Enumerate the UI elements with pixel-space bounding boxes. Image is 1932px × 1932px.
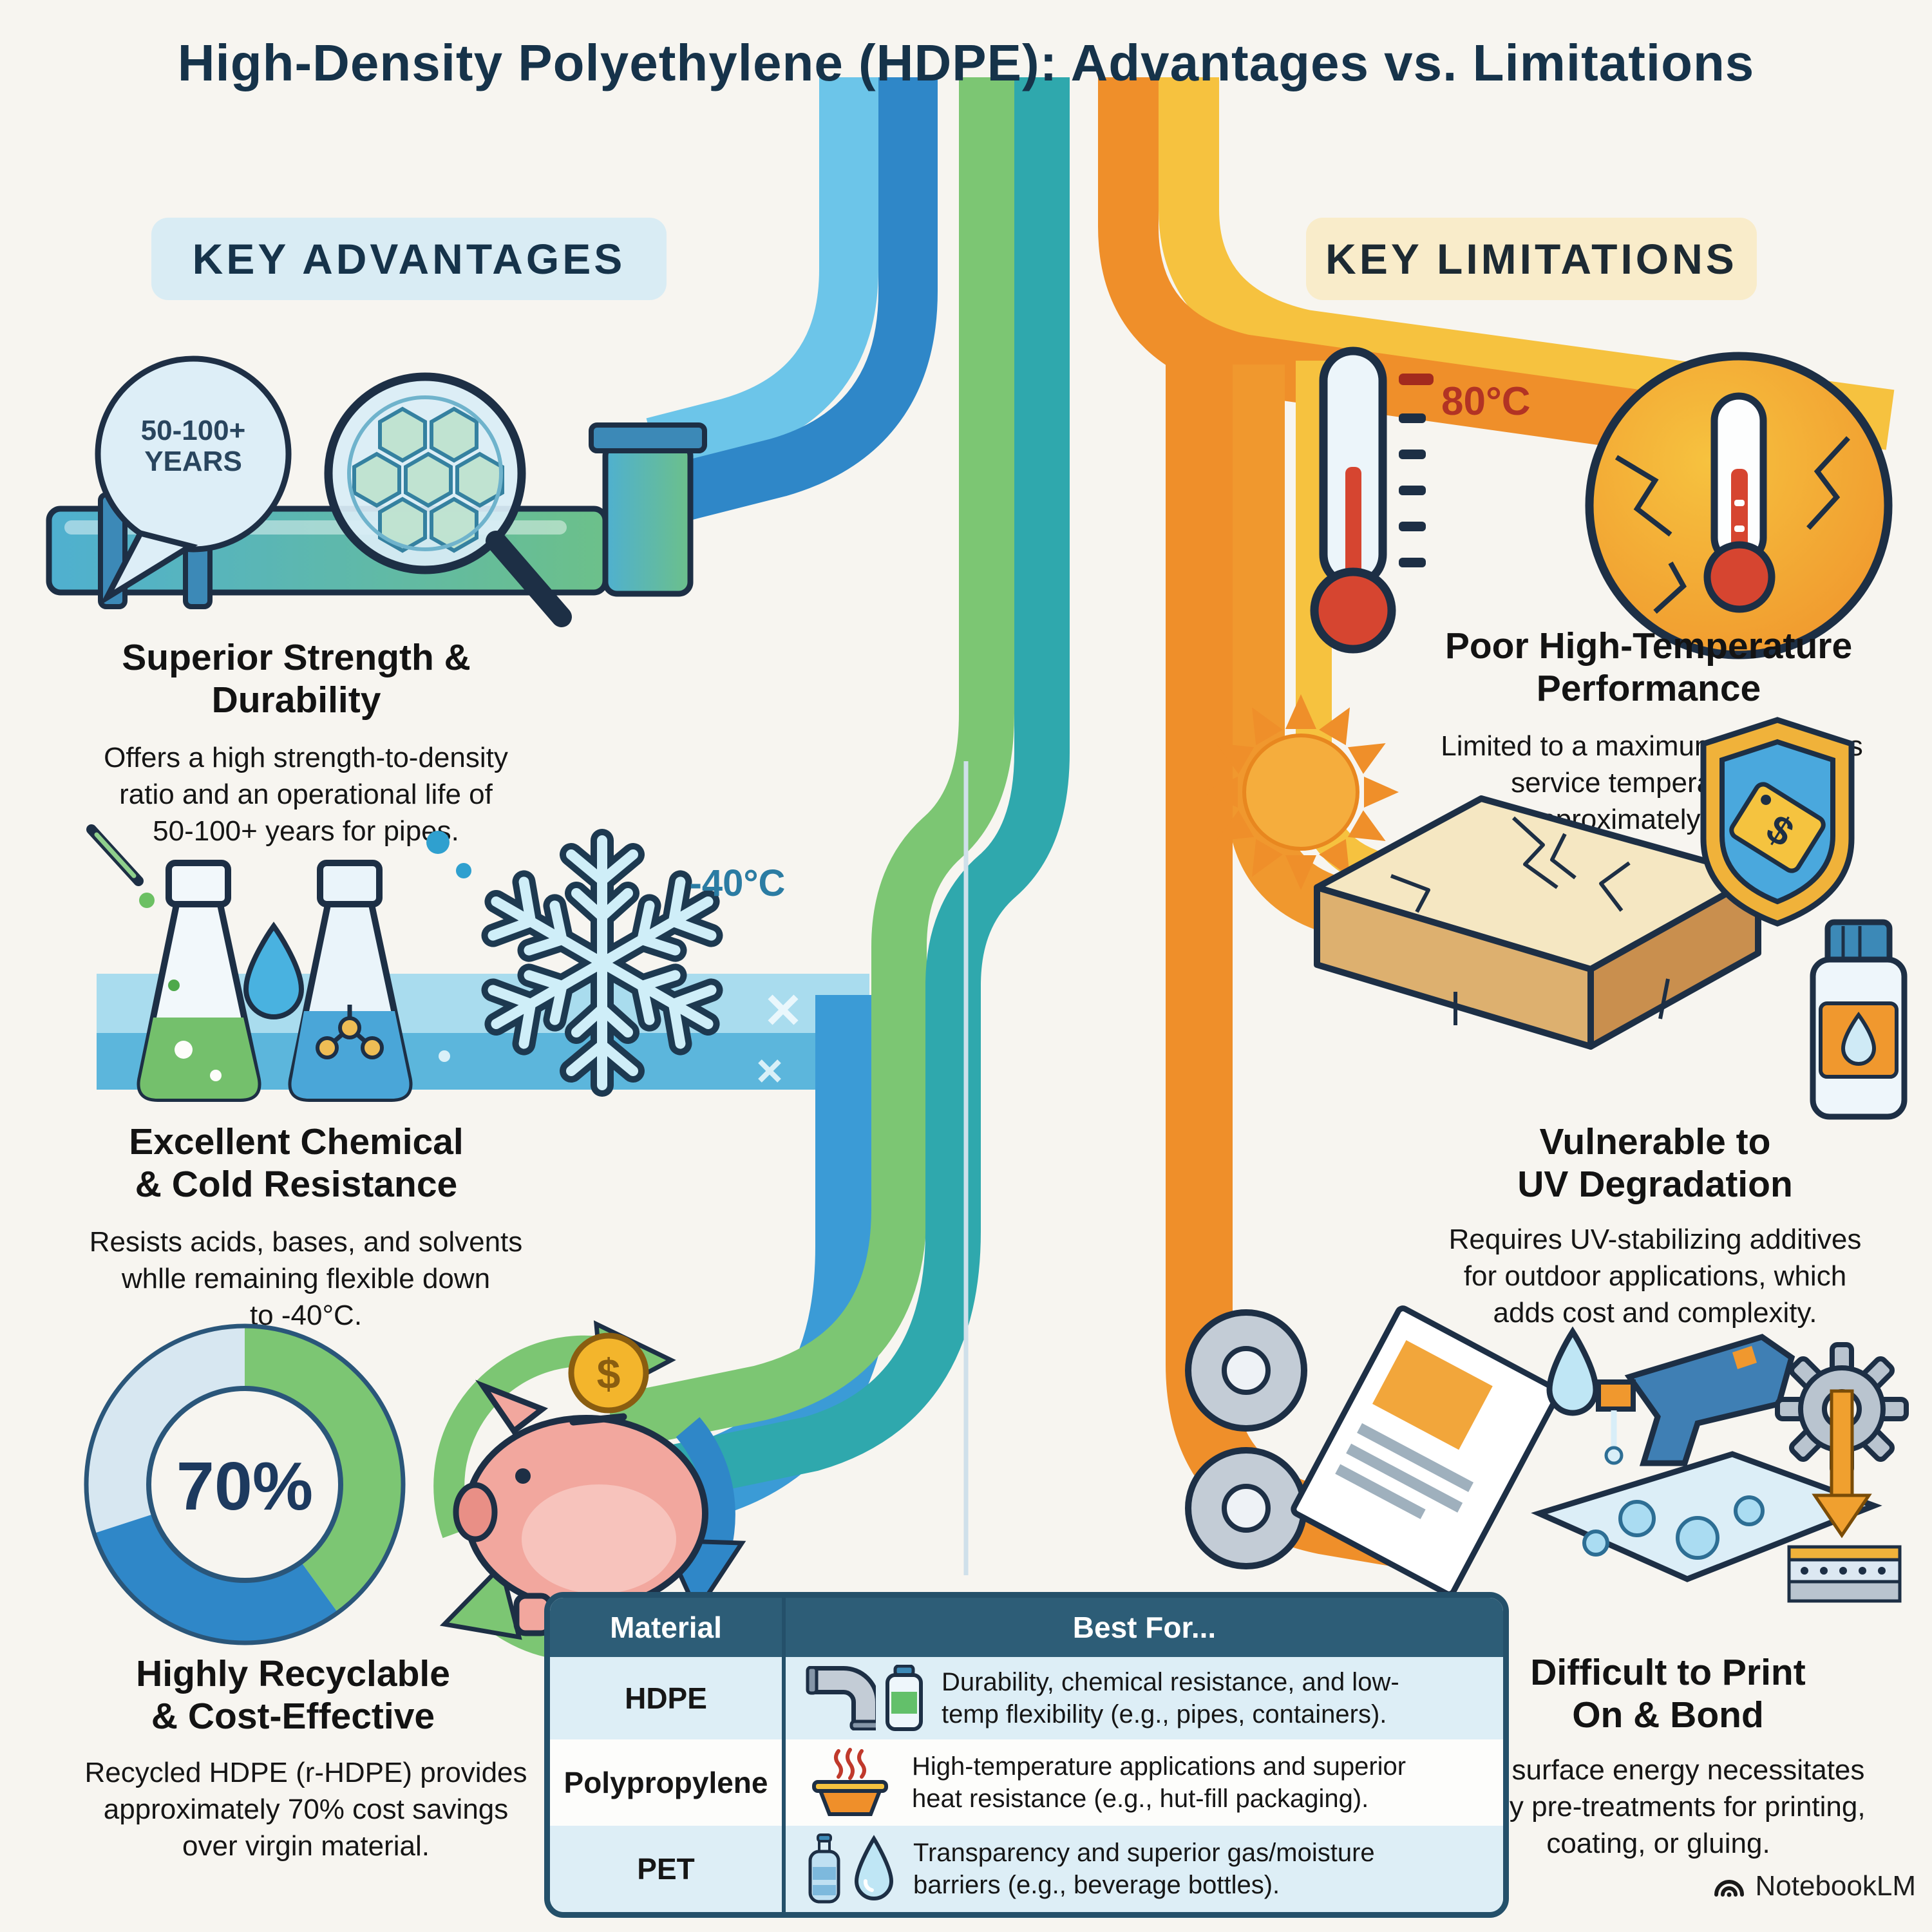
svg-text:$: $: [597, 1350, 621, 1397]
table-header-material: Material: [610, 1611, 722, 1644]
table-header-bestfor: Best For...: [782, 1598, 1503, 1657]
print-bond-illustration: [1185, 1305, 1919, 1603]
advantage-1-desc: Offers a high strength-to-density ratio …: [104, 742, 508, 848]
shield-cost-icon: $: [1700, 717, 1855, 927]
donut-chart: [84, 1323, 406, 1645]
pipette-icon: [86, 824, 155, 908]
droplet-icon: [243, 922, 305, 1019]
flask-green-icon: [137, 860, 261, 1102]
bonding-layers-icon: [1787, 1545, 1902, 1603]
chemical-flasks-illustration: [86, 824, 471, 1102]
table-header-row: Material Best For...: [550, 1598, 1503, 1657]
pipe-elbow-icon: [806, 1666, 876, 1730]
comparison-table: Material Best For... HDPE: [544, 1592, 1509, 1918]
container-icon: [886, 1665, 923, 1731]
limitation-3-desc: Low surface energy necessitates costiy p…: [1451, 1754, 1866, 1860]
gear-press-icon: [1777, 1342, 1906, 1603]
savings-percent-callout: 70%: [176, 1448, 314, 1524]
water-bottle-icon: [808, 1833, 840, 1904]
droplet-icon: [1546, 1326, 1599, 1416]
print-rollers-icon: [1185, 1305, 1561, 1597]
cracked-slab-icon: [1314, 795, 1761, 1050]
advantages-header-pill: KEY ADVANTAGES: [151, 218, 667, 300]
material-cell: Polypropylene: [564, 1766, 768, 1799]
page-title: High-Density Polyethylene (HDPE): Advant…: [177, 34, 1755, 91]
advantage-3-title: Highly Recyclable & Cost-Effective: [136, 1653, 450, 1738]
hot-food-container-icon: [812, 1748, 888, 1816]
notebooklm-logo-icon: [1714, 1880, 1744, 1897]
years-callout: 50-100+ YEARS: [140, 415, 246, 477]
table-row-polypropylene: Polypropylene High-temperature applicati…: [550, 1739, 1503, 1826]
pipe-durability-illustration: [46, 355, 707, 627]
cracked-heat-icon: [1585, 352, 1893, 659]
material-cell: HDPE: [625, 1681, 707, 1715]
additive-bottle-icon: [1810, 919, 1908, 1120]
limitation-2-title: Vulnerable to UV Degradation: [1517, 1121, 1793, 1206]
droplet-icon: [854, 1835, 894, 1900]
bestfor-cell: High-temperature applications and superi…: [782, 1739, 1503, 1826]
max-temp-callout: 80°C: [1441, 379, 1531, 424]
heat-limit-illustration: [1310, 346, 1893, 659]
advantage-2-title: Excellent Chemical & Cold Resistance: [129, 1121, 464, 1206]
piggy-bank-icon: $: [453, 1332, 708, 1636]
bestfor-cell: Durability, chemical resistance, and low…: [782, 1657, 1503, 1739]
advantage-3-desc: Recycled HDPE (r-HDPE) provides approxim…: [84, 1757, 527, 1862]
bestfor-cell: Transparency and superior gas/moisture b…: [782, 1826, 1503, 1912]
brand-label: NotebookLM: [1755, 1870, 1916, 1902]
table-row-pet: PET Transparency and superior ga: [550, 1826, 1503, 1912]
limitation-2-desc: Requires UV-stabilizing additives for ou…: [1448, 1224, 1862, 1329]
advantage-1-title: Superior Strength & Durability: [122, 637, 471, 721]
glue-gun-icon: [1596, 1334, 1795, 1466]
flask-blue-icon: [288, 860, 413, 1102]
limitation-3-title: Difficult to Print On & Bond: [1530, 1652, 1806, 1736]
water-beads-surface-icon: [1531, 1451, 1882, 1582]
snowflake-icon: [451, 811, 753, 1114]
magnifier-icon: [324, 372, 572, 627]
advantage-2-desc: Resists acids, bases, and solvents whlle…: [89, 1226, 523, 1332]
cold-temp-callout: -40°C: [689, 862, 786, 904]
thermometer-icon: [1310, 346, 1434, 654]
limitation-1-title: Poor High-Temperature Performance: [1444, 625, 1853, 710]
material-cell: PET: [637, 1852, 695, 1886]
uv-degradation-illustration: $: [1203, 694, 1908, 1120]
recycle-cost-illustration: $: [84, 1320, 746, 1662]
limitations-header-pill: KEY LIMITATIONS: [1306, 218, 1757, 300]
speech-bubble: [95, 355, 292, 553]
table-row-hdpe: HDPE Durability, chemical resist: [550, 1657, 1503, 1739]
coin-icon: $: [568, 1332, 649, 1414]
sun-icon: [1203, 694, 1399, 890]
footer-brand: NotebookLM: [1658, 1869, 1916, 1904]
